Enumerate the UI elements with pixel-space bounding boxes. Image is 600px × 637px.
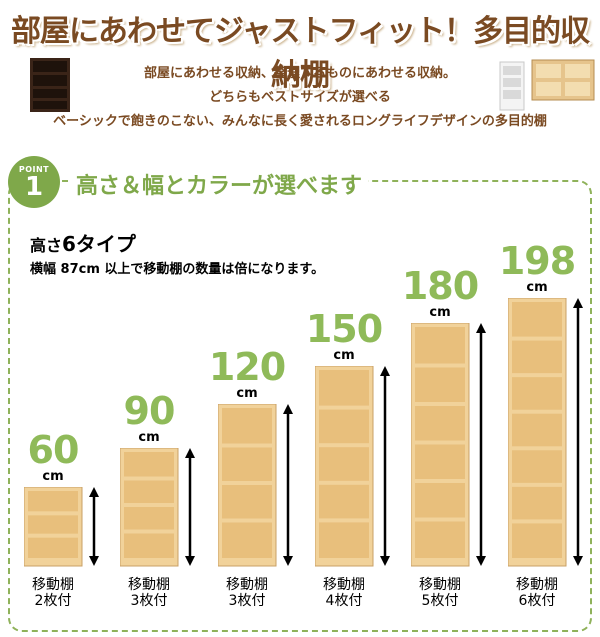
height-value: 150	[305, 307, 383, 351]
height-value: 120	[208, 345, 286, 389]
shelf-board	[415, 517, 465, 522]
shelf-board	[28, 533, 78, 538]
intro-line-2: どちらもベストサイズが選べる	[209, 90, 391, 105]
height-value: 198	[498, 239, 576, 283]
shelf-board	[319, 480, 369, 485]
shelf-board	[415, 402, 465, 406]
movable-shelf-caption: 移動棚 5枚付	[419, 577, 461, 609]
point-number: 1	[24, 172, 44, 202]
height-unit: cm	[138, 430, 160, 445]
bookshelf-60	[24, 487, 99, 567]
shelf-board	[319, 405, 369, 410]
bookshelf-120	[218, 404, 293, 567]
intro-text: 部屋にあわせる収納、整理するものにあわせる収納。 どちらもベストサイズが選べる …	[0, 62, 600, 134]
shelf-board	[512, 373, 562, 378]
shelf-board	[512, 409, 562, 414]
bookshelf-198	[508, 298, 583, 567]
types-heading-count: 6タイプ	[62, 232, 136, 256]
shelf-board	[415, 363, 465, 368]
height-unit: cm	[429, 305, 451, 320]
shelf-board	[512, 336, 562, 341]
height-unit: cm	[42, 469, 64, 484]
movable-shelf-caption: 移動棚 3枚付	[128, 577, 170, 609]
shelf-board	[319, 518, 369, 523]
height-value: 90	[123, 389, 176, 433]
types-heading: 高さ6タイプ	[30, 228, 136, 257]
movable-shelf-caption: 移動棚 6枚付	[516, 577, 558, 609]
shelf-board	[512, 519, 562, 524]
movable-shelf-caption: 移動棚 3枚付	[226, 577, 268, 609]
intro-line-3: ベーシックで飽きのこない、みんなに長く愛されるロングライフデザインの多目的棚	[53, 114, 547, 129]
shelf-board	[124, 476, 174, 481]
height-unit: cm	[526, 280, 548, 295]
shelf-board	[28, 511, 78, 516]
types-note: 横幅 87cm 以上で移動棚の数量は倍になります。	[30, 262, 325, 277]
shelf-board	[415, 440, 465, 445]
height-value: 60	[27, 428, 80, 472]
bookshelf-180	[411, 323, 486, 567]
movable-shelf-caption: 移動棚 2枚付	[32, 577, 74, 609]
types-heading-prefix: 高さ	[30, 236, 63, 255]
header-banner: 部屋にあわせてジャストフィット！多目的収納棚	[0, 0, 600, 93]
height-unit: cm	[333, 348, 355, 363]
bookshelf-150	[315, 366, 390, 567]
shelf-board	[124, 503, 174, 507]
dark-bookshelf-thumbnail	[30, 58, 70, 112]
intro-line-1: 部屋にあわせる収納、整理するものにあわせる収納。	[143, 66, 456, 81]
shelf-board	[222, 518, 272, 523]
shelf-board	[512, 482, 562, 487]
point-label: POINT	[18, 165, 50, 174]
section-title: 高さ＆幅とカラーが選べます	[70, 168, 369, 200]
point-badge: POINT 1	[8, 156, 60, 208]
shelf-board	[124, 529, 174, 534]
shelf-board	[319, 443, 369, 448]
bookshelf-90	[120, 448, 195, 567]
shelf-board	[512, 446, 562, 451]
shelf-board	[222, 481, 272, 485]
shelf-board	[415, 479, 465, 483]
white-and-wood-bookshelf-thumbnail	[499, 59, 595, 111]
height-value: 180	[401, 264, 479, 308]
shelf-board	[222, 443, 272, 448]
banner-title: 部屋にあわせてジャストフィット！多目的収納棚	[11, 14, 590, 93]
height-unit: cm	[236, 386, 258, 401]
movable-shelf-caption: 移動棚 4枚付	[323, 577, 365, 609]
